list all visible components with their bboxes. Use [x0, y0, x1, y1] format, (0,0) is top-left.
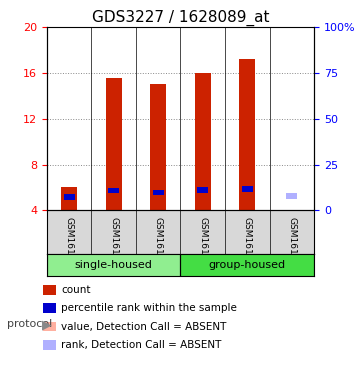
Bar: [180, 255, 314, 276]
Bar: [195, 73, 210, 210]
Text: GSM161259: GSM161259: [198, 217, 207, 272]
Text: protocol: protocol: [7, 319, 52, 329]
Text: GSM161252: GSM161252: [109, 217, 118, 272]
FancyBboxPatch shape: [286, 193, 297, 199]
Bar: [47, 255, 180, 276]
Text: GSM161260: GSM161260: [243, 217, 252, 272]
Text: GSM161262: GSM161262: [287, 217, 296, 272]
Bar: [239, 59, 255, 210]
Text: GSM161249: GSM161249: [65, 217, 74, 272]
Bar: [151, 84, 166, 210]
Text: value, Detection Call = ABSENT: value, Detection Call = ABSENT: [61, 322, 227, 332]
FancyBboxPatch shape: [64, 194, 75, 200]
FancyBboxPatch shape: [153, 190, 164, 195]
Bar: [61, 187, 77, 210]
Text: count: count: [61, 285, 91, 295]
FancyBboxPatch shape: [197, 187, 208, 193]
Bar: [106, 78, 122, 210]
Text: single-housed: single-housed: [75, 260, 153, 270]
Text: rank, Detection Call = ABSENT: rank, Detection Call = ABSENT: [61, 340, 222, 350]
Text: GSM161253: GSM161253: [154, 217, 163, 272]
Text: percentile rank within the sample: percentile rank within the sample: [61, 303, 237, 313]
Text: group-housed: group-housed: [209, 260, 286, 270]
Text: ▶: ▶: [42, 318, 51, 331]
FancyBboxPatch shape: [108, 188, 119, 194]
Title: GDS3227 / 1628089_at: GDS3227 / 1628089_at: [92, 9, 269, 25]
FancyBboxPatch shape: [242, 187, 253, 192]
